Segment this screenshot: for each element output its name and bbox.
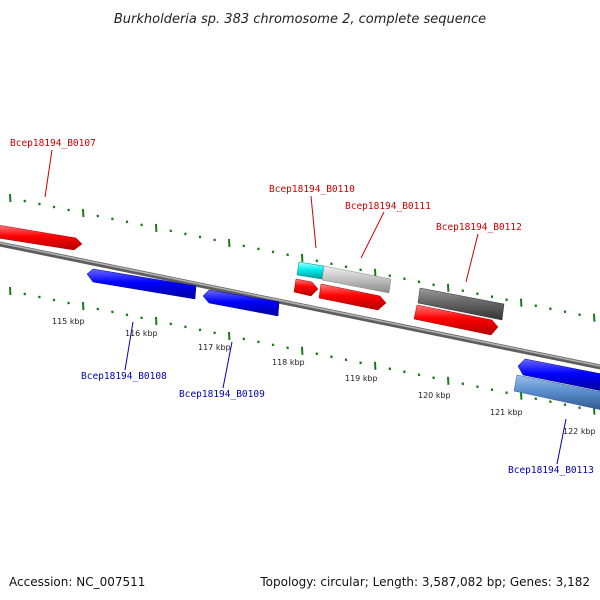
gene-label-b0112[interactable]: Bcep18194_B0112 <box>436 222 522 233</box>
tick-label-121: 121 kbp <box>490 408 523 417</box>
gene-arrow-b0109[interactable] <box>202 289 280 317</box>
gene-label-b0107[interactable]: Bcep18194_B0107 <box>10 138 96 149</box>
gene-label-b0113[interactable]: Bcep18194_B0113 <box>508 465 594 476</box>
gene-label-b0111[interactable]: Bcep18194_B0111 <box>345 201 431 212</box>
tick-label-122: 122 kbp <box>563 427 596 436</box>
map-title: Burkholderia sp. 383 chromosome 2, compl… <box>114 12 486 27</box>
gene-box-dark-grey[interactable] <box>417 287 505 321</box>
gene-box-steel-blue[interactable] <box>513 374 600 410</box>
gene-labels: Bcep18194_B0107 Bcep18194_B0108 Bcep1819… <box>10 138 594 476</box>
gene-label-b0108[interactable]: Bcep18194_B0108 <box>81 371 167 382</box>
genome-summary-text: Topology: circular; Length: 3,587,082 bp… <box>259 575 590 589</box>
gene-box-light-grey[interactable] <box>321 265 392 294</box>
gene-arrow-b0108[interactable] <box>86 268 197 300</box>
chromosome-backbone <box>0 241 600 370</box>
gene-label-b0110[interactable]: Bcep18194_B0110 <box>269 184 355 195</box>
gene-arrow-b0110[interactable] <box>293 278 319 297</box>
gene-arrow-b0113-upper[interactable] <box>517 358 600 391</box>
upper-tick-track <box>9 193 596 322</box>
tick-label-116: 116 kbp <box>125 329 158 338</box>
gene-arrow-b0111[interactable] <box>318 283 387 311</box>
tick-labels: 115 kbp 116 kbp 117 kbp 118 kbp 119 kbp … <box>52 317 596 436</box>
gene-arrow-b0112[interactable] <box>413 304 499 336</box>
lower-tick-track <box>9 286 596 415</box>
tick-label-119: 119 kbp <box>345 374 378 383</box>
label-leaders <box>44 149 567 465</box>
tick-label-117: 117 kbp <box>198 343 231 352</box>
gene-label-b0109[interactable]: Bcep18194_B0109 <box>179 389 265 400</box>
tick-label-120: 120 kbp <box>418 391 451 400</box>
gene-arrow-b0107[interactable] <box>0 225 83 251</box>
tick-label-118: 118 kbp <box>272 358 305 367</box>
accession-text: Accession: NC_007511 <box>9 575 145 589</box>
gene-features <box>0 225 600 410</box>
tick-label-115: 115 kbp <box>52 317 85 326</box>
gene-box-cyan[interactable] <box>296 261 325 280</box>
